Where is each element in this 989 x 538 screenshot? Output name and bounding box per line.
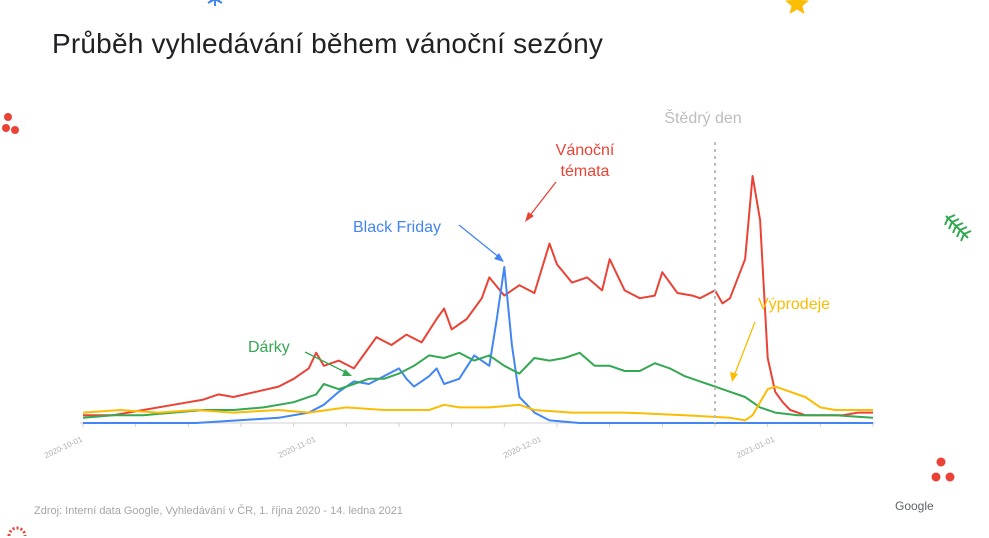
x-tick-label: 2020-10-01 xyxy=(43,434,84,460)
annotation-christmas-topics-line2: témata xyxy=(561,163,610,180)
berries-icon-left xyxy=(2,113,19,134)
annotation-christmas-topics-line1: Vánoční xyxy=(556,142,615,159)
x-tick-label: 2020-11-01 xyxy=(277,434,318,459)
slide-title: Průběh vyhledávání během vánoční sezóny xyxy=(52,28,604,59)
star-icon xyxy=(785,0,809,14)
x-tick-label: 2021-01-01 xyxy=(735,434,776,460)
annotation-christmas-topics-arrowhead xyxy=(525,212,534,222)
x-tick-label: 2020-12-01 xyxy=(502,434,543,460)
branch-icon xyxy=(944,214,972,242)
annotation-gifts-arrow xyxy=(304,351,348,374)
series-line-3 xyxy=(82,385,873,422)
annotation-gifts: Dárky xyxy=(248,339,290,356)
series-line-0 xyxy=(83,175,873,417)
annotation-sales-arrow xyxy=(733,321,756,377)
annotation-black-friday-arrowhead xyxy=(494,253,504,262)
chart-series xyxy=(82,175,874,424)
wreath-icon xyxy=(7,526,27,537)
google-brand: Google xyxy=(895,499,934,513)
annotation-sales-arrowhead xyxy=(730,372,738,382)
x-axis-ticks: 2020-10-01 2020-11-01 2020-12-01 2021-01-01 xyxy=(43,423,874,460)
annotation-gifts-arrowhead xyxy=(342,369,352,376)
series-line-1 xyxy=(83,266,873,424)
annotation-sales: Výprodeje xyxy=(758,296,830,313)
source-note: Zdroj: Interní data Google, Vyhledávání … xyxy=(34,505,403,517)
annotation-christmas-topics-arrow xyxy=(527,181,557,219)
annotation-black-friday: Black Friday xyxy=(353,219,441,236)
series-line-2 xyxy=(82,351,874,419)
berries-icon-right xyxy=(931,457,955,482)
snowflake-icon xyxy=(207,0,223,6)
annotation-christmas-eve: Štědrý den xyxy=(664,108,741,127)
annotation-black-friday-arrow xyxy=(458,224,501,259)
